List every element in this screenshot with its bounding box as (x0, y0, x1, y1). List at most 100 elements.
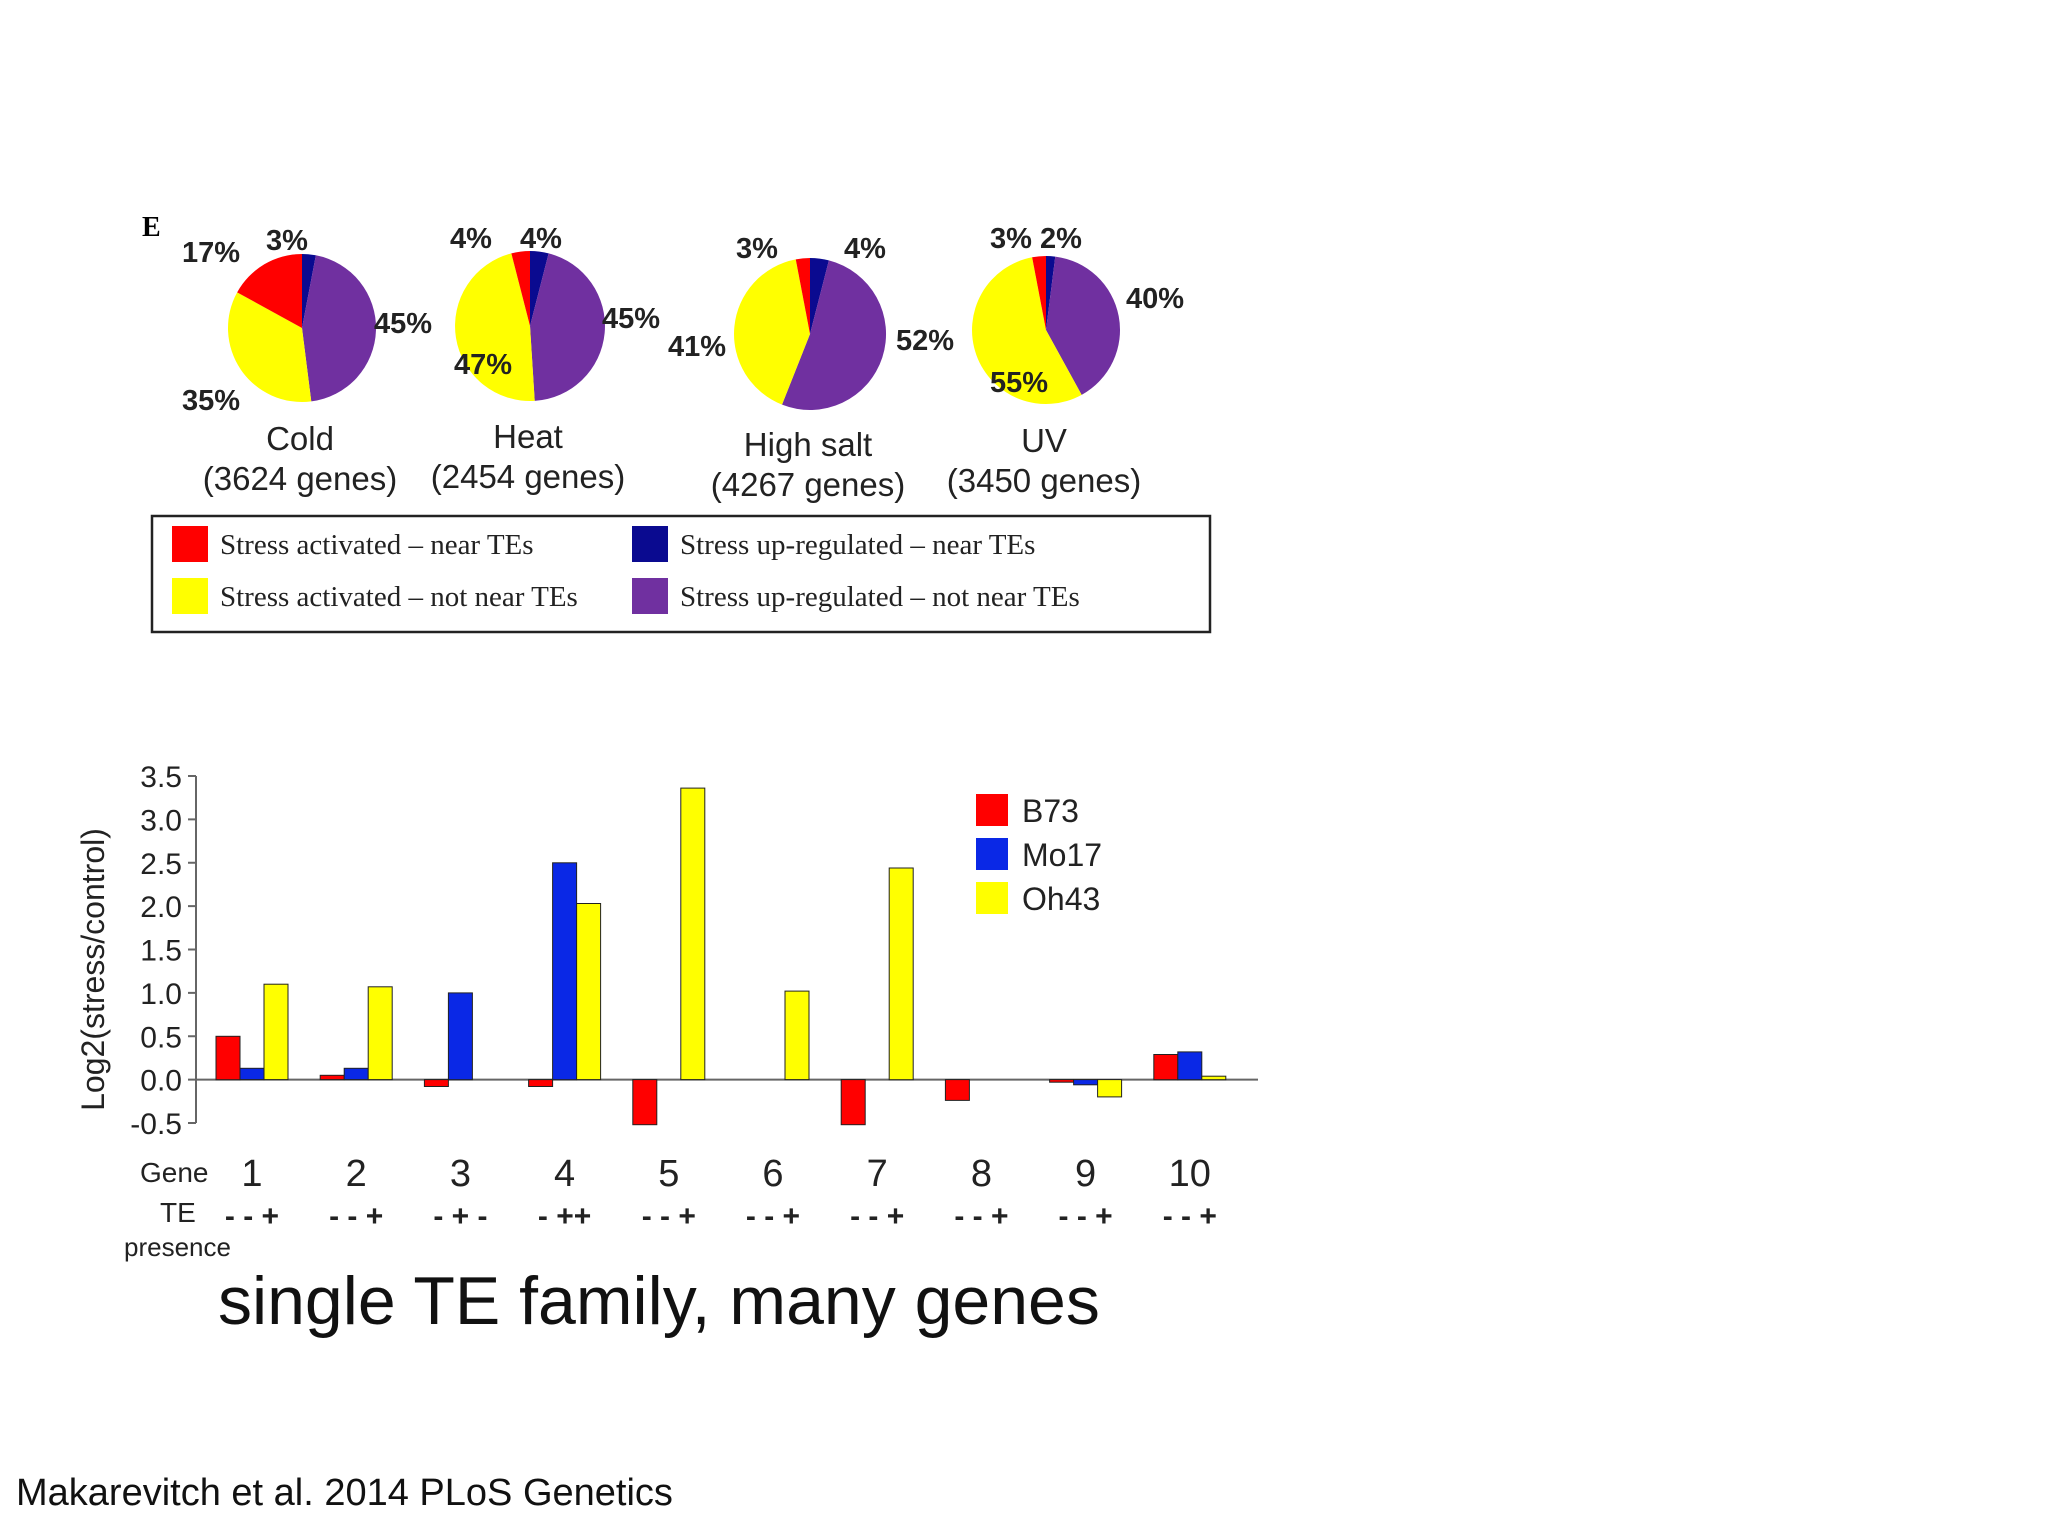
te-presence-label: - - + (225, 1200, 279, 1233)
legend-label: B73 (1022, 793, 1079, 829)
y-axis-label: Log2(stress/control) (75, 828, 111, 1111)
y-tick-label: 3.5 (140, 761, 182, 794)
legend-swatch (976, 794, 1008, 826)
te-presence-label: - - + (746, 1200, 800, 1233)
bar-oh43 (576, 903, 602, 1081)
bar-oh43 (1097, 1079, 1123, 1098)
pie-percent-label: 35% (182, 385, 240, 417)
gene-tick-label: 9 (1075, 1153, 1096, 1195)
pie-percent-label: 3% (736, 233, 778, 265)
y-tick-label: 1.5 (140, 935, 182, 968)
legend-swatch (172, 578, 208, 614)
pie-1: 17% 35% 3% 45% Cold(3624 genes) (182, 225, 432, 497)
gene-tick-label: 4 (554, 1153, 575, 1195)
y-tick-label: 2.0 (140, 891, 182, 924)
pie-subtitle: (3624 genes) (203, 460, 397, 497)
pie-slice (227, 292, 312, 403)
bar-oh43 (680, 787, 706, 1081)
pie-title: High salt (744, 426, 872, 463)
te-presence-label: - + - (433, 1200, 487, 1233)
y-tick-label: 0.5 (140, 1021, 182, 1054)
bar-b73 (319, 1074, 345, 1081)
bar-b73 (632, 1079, 658, 1126)
bar-oh43 (367, 986, 393, 1081)
pie-percent-label: 4% (450, 223, 492, 255)
y-tick-label: 2.5 (140, 848, 182, 881)
pie-percent-label: 3% (990, 223, 1032, 255)
pie-percent-label: 3% (266, 225, 308, 257)
pie-percent-label: 4% (520, 223, 562, 255)
legend-label: Stress up-regulated – not near TEs (680, 581, 1080, 613)
presence-row-label: presence (124, 1232, 231, 1262)
legend-swatch (976, 882, 1008, 914)
pie-slice (782, 260, 887, 411)
pie-percent-label: 47% (454, 349, 512, 381)
gene-tick-label: 5 (658, 1153, 679, 1195)
te-row-label: TE (160, 1197, 196, 1228)
pie-slice (237, 253, 302, 328)
legend-swatch (632, 578, 668, 614)
gene-tick-label: 10 (1169, 1153, 1211, 1195)
slide-caption: single TE family, many genes (218, 1263, 1100, 1339)
te-presence-label: - - + (850, 1200, 904, 1233)
pie-percent-label: 4% (844, 233, 886, 265)
y-tick-label: -0.5 (130, 1108, 182, 1141)
pie-percent-label: 41% (668, 331, 726, 363)
bar-oh43 (1201, 1075, 1227, 1081)
pie-subtitle: (4267 genes) (711, 466, 905, 503)
pie-subtitle: (2454 genes) (431, 458, 625, 495)
bar-b73 (840, 1079, 866, 1126)
bar-oh43 (263, 983, 289, 1081)
legend-swatch (632, 526, 668, 562)
legend-label: Oh43 (1022, 881, 1100, 917)
pie-title: Cold (266, 420, 334, 457)
legend-swatch (172, 526, 208, 562)
pie-title: UV (1021, 422, 1067, 459)
pie-percent-label: 52% (896, 325, 954, 357)
bar-legend: B73 Mo17 Oh43 (976, 793, 1102, 917)
pie-slice (810, 258, 829, 334)
pie-chart-panel: E 17% 35% 3% 45% Cold(3624 genes) 4% 47% 4% 45% He… (142, 212, 1212, 634)
pie-slice (302, 254, 316, 328)
bar-b73 (1049, 1079, 1075, 1083)
pie-slice (734, 259, 810, 405)
pie-slice (455, 253, 535, 401)
te-presence-label: - - + (1059, 1200, 1113, 1233)
legend-label: Stress up-regulated – near TEs (680, 529, 1035, 561)
pie-slice (1046, 255, 1056, 330)
bar-oh43 (784, 990, 810, 1081)
te-presence-label: - - + (1163, 1200, 1217, 1233)
gene-tick-label: 1 (241, 1153, 262, 1195)
bar-mo17 (239, 1067, 265, 1081)
bar-mo17 (552, 862, 578, 1081)
pie-slice (530, 251, 549, 326)
y-tick-label: 1.0 (140, 978, 182, 1011)
pie-slice (530, 253, 605, 401)
bar-oh43 (888, 867, 914, 1081)
y-tick-label: 0.0 (140, 1065, 182, 1098)
bar-b73 (1153, 1054, 1179, 1081)
legend-swatch (976, 838, 1008, 870)
gene-row-label: Gene (140, 1157, 209, 1188)
bar-b73 (215, 1035, 241, 1081)
pie-slice (1032, 256, 1046, 330)
pie-slice (795, 258, 810, 334)
bar-mo17 (343, 1067, 369, 1081)
bar-mo17 (1177, 1051, 1203, 1081)
gene-tick-label: 8 (971, 1153, 992, 1195)
gene-tick-label: 2 (346, 1153, 367, 1195)
pie-slice (1046, 256, 1121, 395)
bar-b73 (944, 1079, 970, 1101)
legend-label: Mo17 (1022, 837, 1102, 873)
te-presence-label: - - + (642, 1200, 696, 1233)
pie-percent-label: 2% (1040, 223, 1082, 255)
pie-4: 3% 55% 2% 40% UV(3450 genes) (947, 223, 1184, 499)
bar-b73 (528, 1079, 554, 1087)
bar-mo17 (447, 992, 473, 1081)
legend-border (150, 514, 1212, 634)
pie-title: Heat (493, 418, 563, 455)
te-presence-label: - - + (954, 1200, 1008, 1233)
pie-slice (511, 251, 530, 326)
gene-tick-label: 3 (450, 1153, 471, 1195)
